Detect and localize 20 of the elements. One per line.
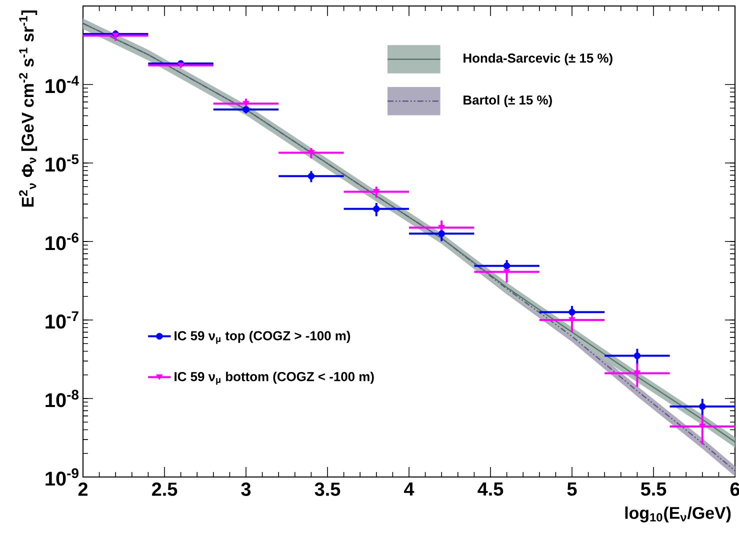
x-tick-label: 3: [241, 482, 251, 496]
y-tick-label: 10$^{-5}$: [46, 154, 79, 172]
text: E$^{2}$$_{ν}$ Φ$_{ν}$ [GeV cm$^{-2}$ s$^{-1}$ sr$^{-1}$]: [19, 10, 38, 207]
x-tick-label: 4.5: [478, 482, 504, 496]
x-tick-label: 5: [567, 482, 577, 496]
x-tick-label: 4: [404, 482, 414, 496]
legend-label: Honda-Sarcevic (± 15 %): [464, 53, 612, 66]
y-tick-label: 10$^{-6}$: [46, 232, 78, 250]
legend-label: IC 59 ν$_{μ}$ top (COGZ > -100 m): [174, 330, 350, 344]
y-tick-label: 10$^{-9}$: [46, 468, 78, 486]
x-axis-title: log$_{10}$(E$_{ν}$/GeV): [625, 506, 731, 522]
legend-label: Bartol (± 15 %): [464, 95, 552, 108]
y-tick-label: 10$^{-8}$: [46, 390, 79, 408]
legend-label: IC 59 ν$_{μ}$ bottom (COGZ < -100 m): [174, 372, 374, 385]
x-tick-label: 2: [78, 482, 88, 496]
y-tick-label: 10$^{-7}$: [46, 311, 78, 329]
x-tick-label: 5.5: [640, 482, 666, 496]
x-tick-label: 3.5: [314, 482, 340, 496]
y-tick-label: 10$^{-4}$: [46, 76, 79, 94]
x-tick-label: 2.5: [152, 482, 178, 496]
